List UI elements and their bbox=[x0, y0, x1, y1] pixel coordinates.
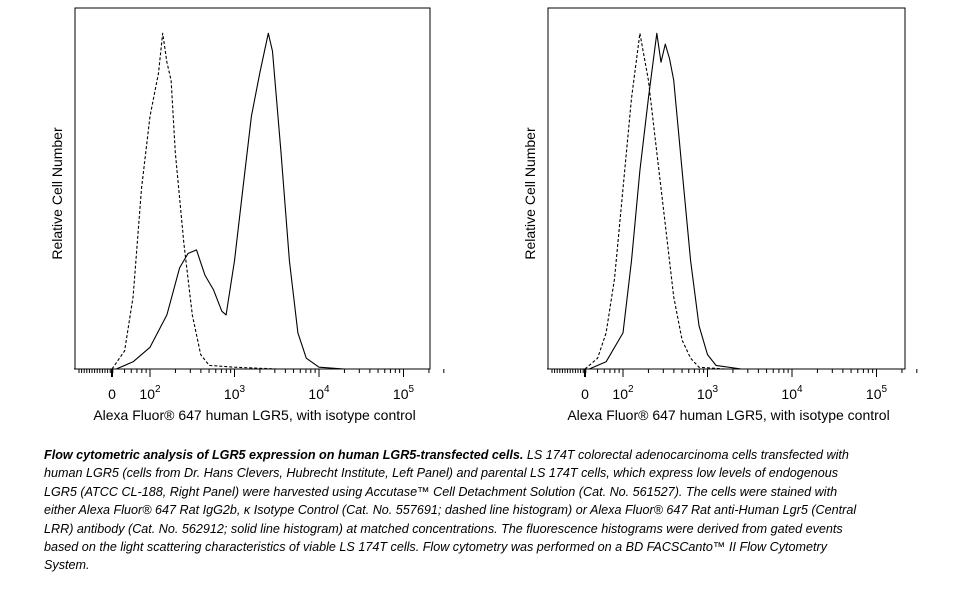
tick-exponent: 2 bbox=[155, 384, 161, 395]
y-axis-label: Relative Cell Number bbox=[49, 127, 65, 260]
x-tick-label: 104 bbox=[308, 384, 330, 402]
x-tick-label: 0 bbox=[108, 386, 116, 402]
tick-exponent: 5 bbox=[409, 384, 415, 395]
isotype-histogram-line bbox=[111, 32, 429, 370]
x-tick-label: 103 bbox=[224, 384, 246, 402]
tick-exponent: 5 bbox=[882, 384, 888, 395]
x-tick-label: 105 bbox=[866, 384, 888, 402]
y-axis-label: Relative Cell Number bbox=[522, 127, 538, 260]
x-axis-ticks bbox=[78, 369, 445, 377]
right-panel: 0 102 103 104 105 Alexa Fluor® 647 human LGR5… bbox=[522, 7, 918, 423]
tick-exponent: 4 bbox=[324, 384, 330, 395]
histogram-figure: 0 102 103 104 105 Alexa Fluor® 647 human LGR5… bbox=[49, 7, 918, 423]
x-tick-label: 102 bbox=[139, 384, 161, 402]
caption-body: LS 174T colorectal adenocarcinoma cells … bbox=[44, 448, 857, 573]
x-axis-label: Alexa Fluor® 647 human LGR5, with isotyp… bbox=[93, 407, 415, 423]
x-axis-label: Alexa Fluor® 647 human LGR5, with isotyp… bbox=[567, 407, 889, 423]
x-tick-label: 102 bbox=[612, 384, 634, 402]
caption-title: Flow cytometric analysis of LGR5 express… bbox=[44, 448, 524, 462]
plot-frame bbox=[547, 7, 906, 370]
tick-exponent: 3 bbox=[240, 384, 246, 395]
plot-frame bbox=[74, 7, 431, 370]
tick-exponent: 2 bbox=[628, 384, 634, 395]
x-tick-label: 103 bbox=[697, 384, 719, 402]
left-panel: 0 102 103 104 105 Alexa Fluor® 647 human LGR5… bbox=[49, 7, 445, 423]
isotype-histogram-line bbox=[584, 32, 902, 370]
lgr5-histogram-line bbox=[74, 32, 429, 370]
tick-exponent: 3 bbox=[713, 384, 719, 395]
tick-exponent: 4 bbox=[797, 384, 803, 395]
x-axis-ticks bbox=[551, 369, 918, 377]
lgr5-histogram-line bbox=[547, 32, 902, 370]
x-tick-label: 105 bbox=[393, 384, 415, 402]
figure-caption: Flow cytometric analysis of LGR5 express… bbox=[44, 446, 864, 575]
x-tick-label: 104 bbox=[781, 384, 803, 402]
x-tick-label: 0 bbox=[581, 386, 589, 402]
